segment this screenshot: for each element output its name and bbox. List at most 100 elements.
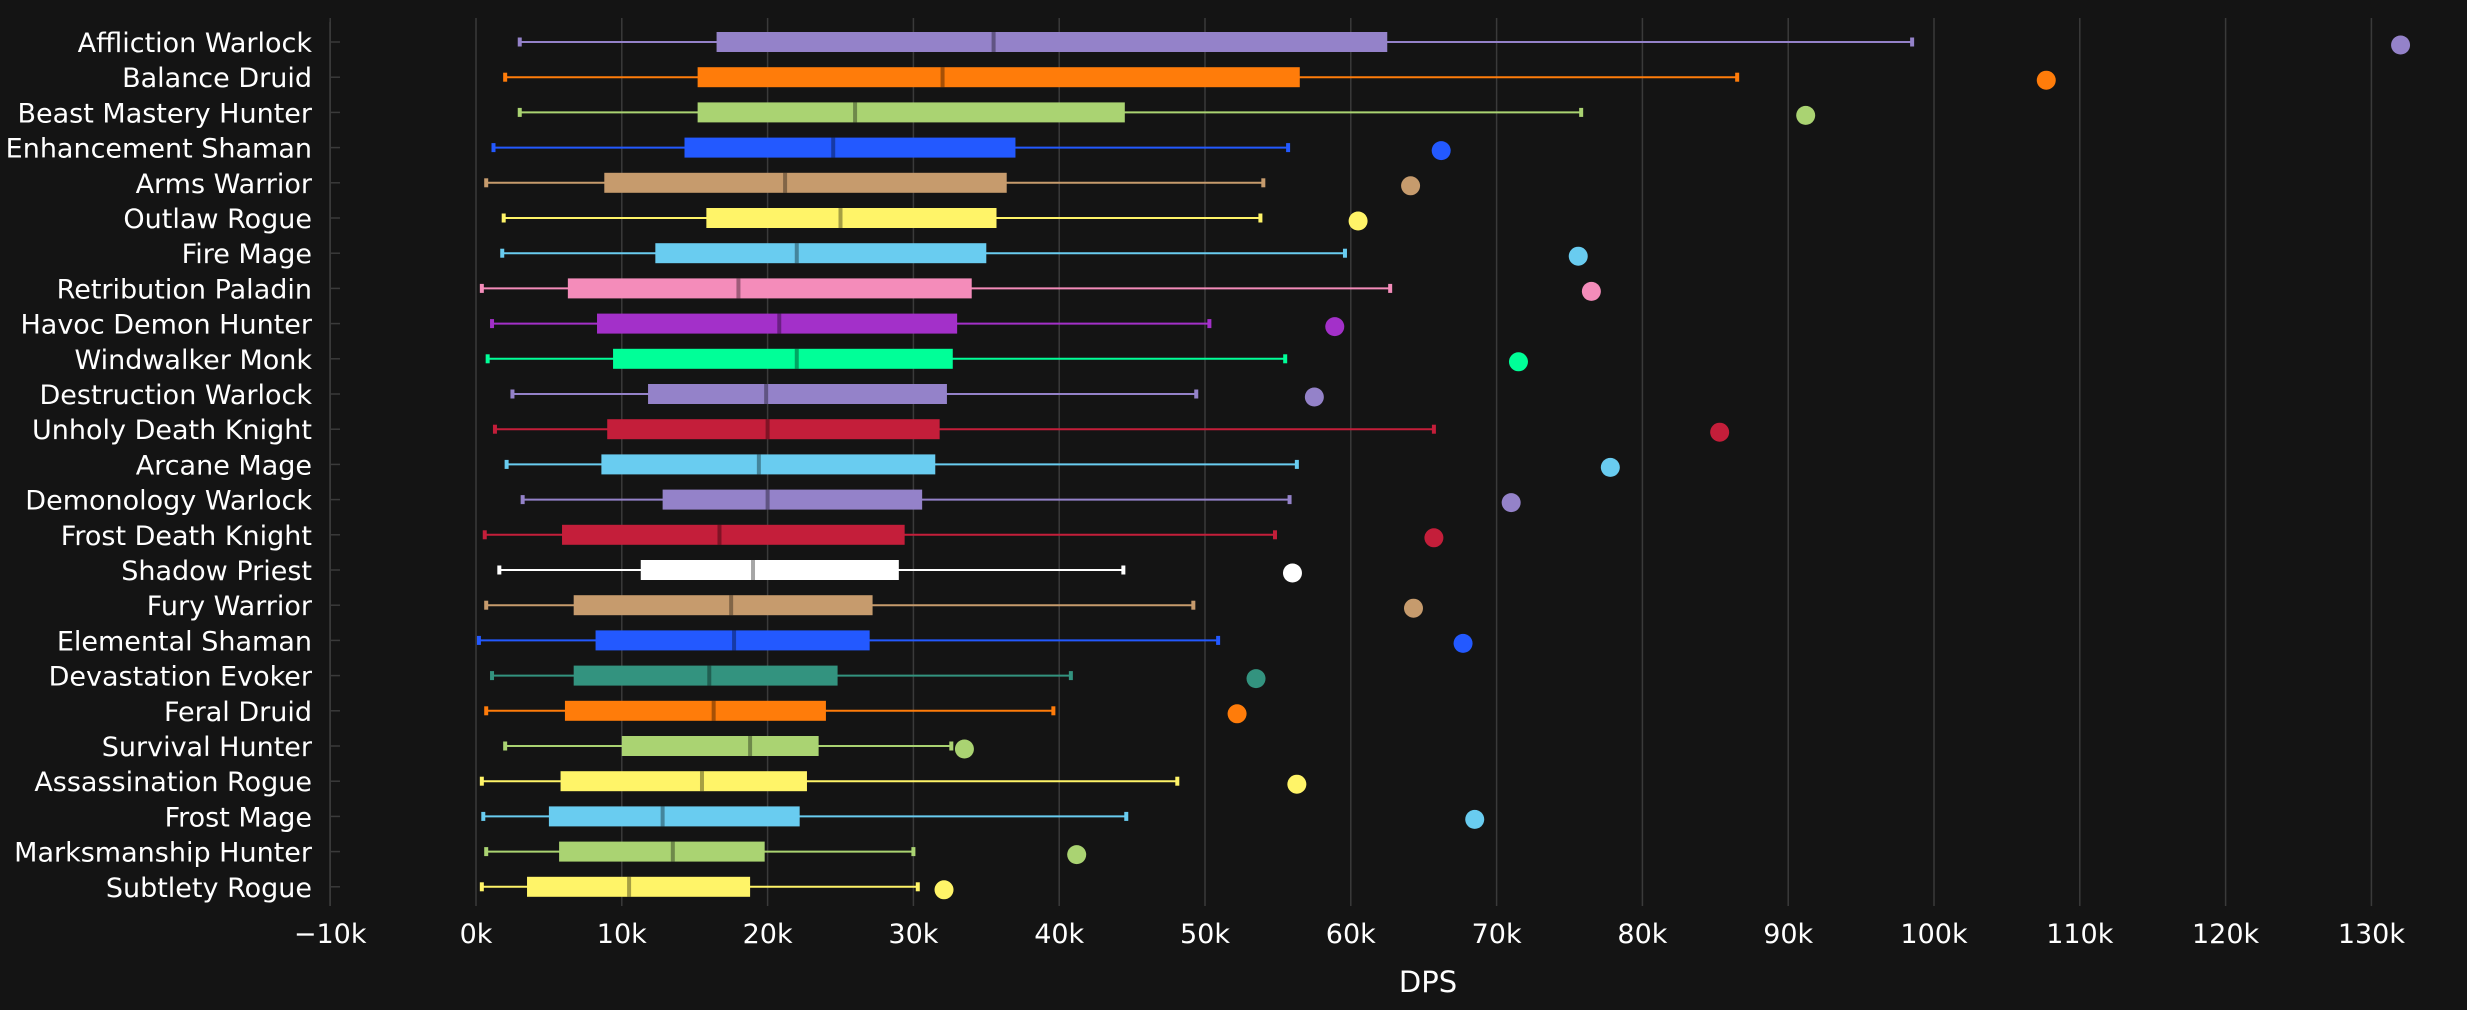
x-tick-label: 30k xyxy=(888,919,938,950)
category-label: Marksmanship Hunter xyxy=(14,838,313,869)
whisker-cap-max xyxy=(1258,213,1263,223)
whisker-cap-min xyxy=(484,706,489,716)
category-label: Demonology Warlock xyxy=(25,486,312,517)
series-elemental-shaman xyxy=(476,630,1473,653)
category-label: Subtlety Rogue xyxy=(106,873,312,904)
series-enhancement-shaman xyxy=(491,137,1451,161)
whisker-cap-max xyxy=(1287,495,1292,505)
iqr-box xyxy=(684,137,1016,158)
outlier-point xyxy=(1710,422,1730,442)
outlier-point xyxy=(1465,809,1485,829)
whisker-cap-max xyxy=(1431,424,1436,434)
iqr-box xyxy=(548,806,800,827)
whisker-cap-max xyxy=(911,847,916,857)
iqr-box xyxy=(562,524,905,545)
category-label: Arcane Mage xyxy=(136,450,312,481)
median-line xyxy=(699,771,704,792)
whisker-cap-max xyxy=(949,741,954,751)
median-line xyxy=(748,736,753,756)
iqr-box xyxy=(648,384,947,404)
category-label: Fury Warrior xyxy=(147,591,313,622)
category-label: Survival Hunter xyxy=(102,732,313,763)
whisker-cap-min xyxy=(490,319,495,329)
whisker-cap-min xyxy=(517,37,522,47)
whisker-cap-min xyxy=(520,495,525,505)
category-label: Frost Mage xyxy=(165,802,312,833)
outlier-point xyxy=(2036,70,2056,90)
series-frost-mage xyxy=(481,806,1485,829)
outlier-point xyxy=(2391,35,2411,55)
outlier-point xyxy=(934,880,954,900)
whisker-cap-max xyxy=(1261,178,1266,188)
whisker-cap-min xyxy=(485,354,490,364)
series-destruction-warlock xyxy=(510,384,1324,407)
series-outlaw-rogue xyxy=(501,208,1368,231)
series-shadow-priest xyxy=(497,560,1302,583)
whisker-cap-max xyxy=(1388,283,1393,293)
series-devastation-evoker xyxy=(490,665,1266,689)
whisker-cap-min xyxy=(479,283,484,293)
whisker-cap-min xyxy=(476,635,481,645)
whisker-cap-min xyxy=(500,248,505,258)
category-label: Affliction Warlock xyxy=(78,28,313,59)
whisker-cap-max xyxy=(1342,248,1347,258)
category-label: Assassination Rogue xyxy=(34,767,312,798)
whisker-cap-max xyxy=(1910,37,1915,47)
category-label: Balance Druid xyxy=(122,63,312,94)
x-tick-label: 20k xyxy=(743,919,793,950)
series-survival-hunter xyxy=(503,736,974,759)
whisker-cap-min xyxy=(501,213,506,223)
median-line xyxy=(838,208,843,228)
series-fire-mage xyxy=(500,243,1588,266)
x-tick-label: 10k xyxy=(597,919,647,950)
category-label: Fire Mage xyxy=(182,239,312,270)
category-label: Unholy Death Knight xyxy=(32,415,312,446)
outlier-point xyxy=(1227,704,1247,724)
median-line xyxy=(794,348,799,369)
x-tick-label: 110k xyxy=(2046,919,2114,950)
iqr-box xyxy=(640,560,899,580)
outlier-point xyxy=(1401,176,1421,196)
category-label: Frost Death Knight xyxy=(61,521,312,552)
median-line xyxy=(765,419,770,440)
category-label: Devastation Evoker xyxy=(49,662,313,693)
iqr-box xyxy=(595,630,870,651)
iqr-box xyxy=(716,32,1388,52)
outlier-point xyxy=(1581,281,1601,301)
median-line xyxy=(831,137,836,158)
iqr-box xyxy=(662,489,923,510)
median-line xyxy=(756,454,761,475)
outlier-point xyxy=(1568,246,1588,266)
outlier-point xyxy=(1508,352,1528,372)
median-line xyxy=(736,278,741,299)
whisker-cap-max xyxy=(1194,389,1199,399)
series-havoc-demon-hunter xyxy=(490,313,1345,337)
whisker-cap-min xyxy=(503,741,508,751)
iqr-box xyxy=(613,348,953,369)
outlier-point xyxy=(1431,141,1451,161)
median-line xyxy=(707,665,712,686)
series-fury-warrior xyxy=(484,595,1423,618)
whisker-cap-min xyxy=(490,671,495,681)
category-label: Havoc Demon Hunter xyxy=(20,310,312,341)
iqr-box xyxy=(706,208,997,228)
outlier-point xyxy=(1282,563,1302,583)
median-line xyxy=(717,524,722,545)
median-line xyxy=(764,384,769,404)
series-retribution-paladin xyxy=(479,278,1601,301)
x-axis: −10k 0k 10k 20k 30k 40k 50k 60k 70k 80k 90k 100k 110… xyxy=(294,919,2405,950)
median-line xyxy=(765,489,770,510)
iqr-box xyxy=(527,876,751,897)
series-windwalker-monk xyxy=(485,348,1528,372)
outlier-point xyxy=(1600,457,1620,477)
whisker-cap-max xyxy=(1283,354,1288,364)
median-line xyxy=(751,560,756,580)
outlier-point xyxy=(1424,528,1444,548)
category-label: Feral Druid xyxy=(164,697,312,728)
whisker-cap-min xyxy=(479,776,484,786)
category-label: Shadow Priest xyxy=(121,556,312,587)
whisker-cap-max xyxy=(1124,811,1129,821)
iqr-box xyxy=(560,771,807,792)
x-axis-label: DPS xyxy=(1399,965,1457,999)
